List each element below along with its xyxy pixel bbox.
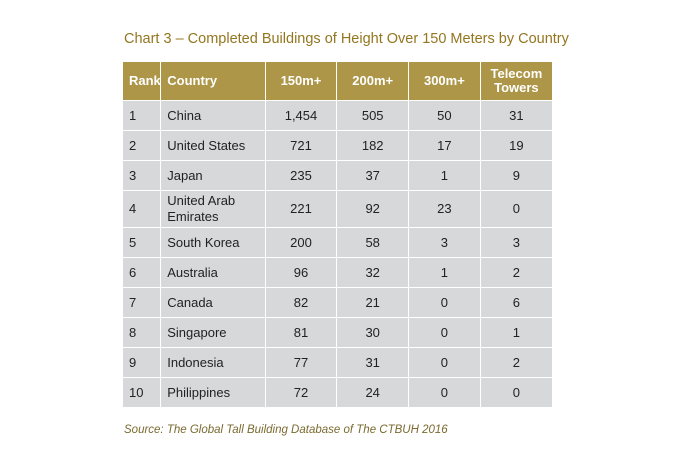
- cell-200m: 31: [336, 347, 410, 378]
- header-150m: 150m+: [265, 62, 338, 101]
- header-row: Rank Country 150m+ 200m+ 300m+ Telecom T…: [123, 62, 552, 101]
- cell-200m: 505: [336, 100, 410, 131]
- cell-150m: 96: [265, 257, 338, 288]
- header-telecom-line1: Telecom: [490, 66, 543, 81]
- cell-country-line1: United Arab: [167, 193, 236, 208]
- cell-150m: 1,454: [265, 100, 338, 131]
- cell-telecom: 1: [480, 317, 552, 348]
- cell-rank: 4: [123, 190, 162, 228]
- cell-rank: 2: [123, 130, 162, 161]
- table-row: 4 United Arab Emirates 221 92 23 0: [123, 190, 552, 228]
- cell-country: South Korea: [160, 227, 266, 258]
- cell-rank: 10: [123, 377, 162, 407]
- cell-country: Canada: [160, 287, 266, 318]
- cell-150m: 721: [265, 130, 338, 161]
- cell-150m: 72: [265, 377, 338, 407]
- cell-country: Singapore: [160, 317, 266, 348]
- table-row: 9 Indonesia 77 31 0 2: [123, 347, 552, 378]
- table-row: 6 Australia 96 32 1 2: [123, 257, 552, 288]
- cell-200m: 32: [336, 257, 410, 288]
- cell-300m: 0: [408, 287, 481, 318]
- cell-300m: 0: [408, 317, 481, 348]
- cell-150m: 77: [265, 347, 338, 378]
- cell-300m: 0: [408, 347, 481, 378]
- table-row: 10 Philippines 72 24 0 0: [123, 377, 552, 407]
- cell-150m: 81: [265, 317, 338, 348]
- cell-country: Philippines: [160, 377, 266, 407]
- cell-telecom: 31: [480, 100, 552, 131]
- cell-country: United States: [160, 130, 266, 161]
- chart-title: Chart 3 – Completed Buildings of Height …: [124, 31, 569, 47]
- cell-country: United Arab Emirates: [160, 190, 266, 228]
- cell-country: China: [160, 100, 266, 131]
- cell-rank: 6: [123, 257, 162, 288]
- cell-telecom: 0: [480, 190, 552, 228]
- cell-200m: 182: [336, 130, 410, 161]
- cell-rank: 5: [123, 227, 162, 258]
- table-row: 5 South Korea 200 58 3 3: [123, 227, 552, 258]
- cell-country: Australia: [160, 257, 266, 288]
- table-row: 8 Singapore 81 30 0 1: [123, 317, 552, 348]
- cell-300m: 3: [408, 227, 481, 258]
- cell-300m: 1: [408, 160, 481, 191]
- cell-country-line2: Emirates: [167, 209, 219, 224]
- cell-country: Japan: [160, 160, 266, 191]
- cell-200m: 21: [336, 287, 410, 318]
- cell-telecom: 6: [480, 287, 552, 318]
- cell-telecom: 3: [480, 227, 552, 258]
- cell-150m: 82: [265, 287, 338, 318]
- cell-200m: 24: [336, 377, 410, 407]
- cell-telecom: 0: [480, 377, 552, 407]
- cell-150m: 221: [265, 190, 338, 228]
- cell-300m: 0: [408, 377, 481, 407]
- cell-200m: 92: [336, 190, 410, 228]
- cell-300m: 1: [408, 257, 481, 288]
- header-rank: Rank: [123, 62, 162, 101]
- cell-rank: 9: [123, 347, 162, 378]
- table-row: 3 Japan 235 37 1 9: [123, 160, 552, 191]
- cell-telecom: 19: [480, 130, 552, 161]
- cell-telecom: 2: [480, 347, 552, 378]
- cell-rank: 8: [123, 317, 162, 348]
- source-note: Source: The Global Tall Building Databas…: [124, 424, 448, 436]
- header-country: Country: [160, 62, 266, 101]
- table-row: 2 United States 721 182 17 19: [123, 130, 552, 161]
- header-telecom-line2: Towers: [494, 80, 539, 95]
- cell-rank: 7: [123, 287, 162, 318]
- cell-country: Indonesia: [160, 347, 266, 378]
- cell-150m: 200: [265, 227, 338, 258]
- cell-rank: 3: [123, 160, 162, 191]
- buildings-table: Rank Country 150m+ 200m+ 300m+ Telecom T…: [123, 62, 552, 407]
- header-300m: 300m+: [408, 62, 481, 101]
- cell-200m: 37: [336, 160, 410, 191]
- cell-300m: 50: [408, 100, 481, 131]
- cell-200m: 30: [336, 317, 410, 348]
- header-200m: 200m+: [336, 62, 410, 101]
- table-row: 7 Canada 82 21 0 6: [123, 287, 552, 318]
- table-row: 1 China 1,454 505 50 31: [123, 100, 552, 131]
- header-telecom-towers: Telecom Towers: [480, 62, 552, 101]
- cell-telecom: 9: [480, 160, 552, 191]
- cell-300m: 17: [408, 130, 481, 161]
- cell-300m: 23: [408, 190, 481, 228]
- cell-rank: 1: [123, 100, 162, 131]
- cell-200m: 58: [336, 227, 410, 258]
- cell-telecom: 2: [480, 257, 552, 288]
- cell-150m: 235: [265, 160, 338, 191]
